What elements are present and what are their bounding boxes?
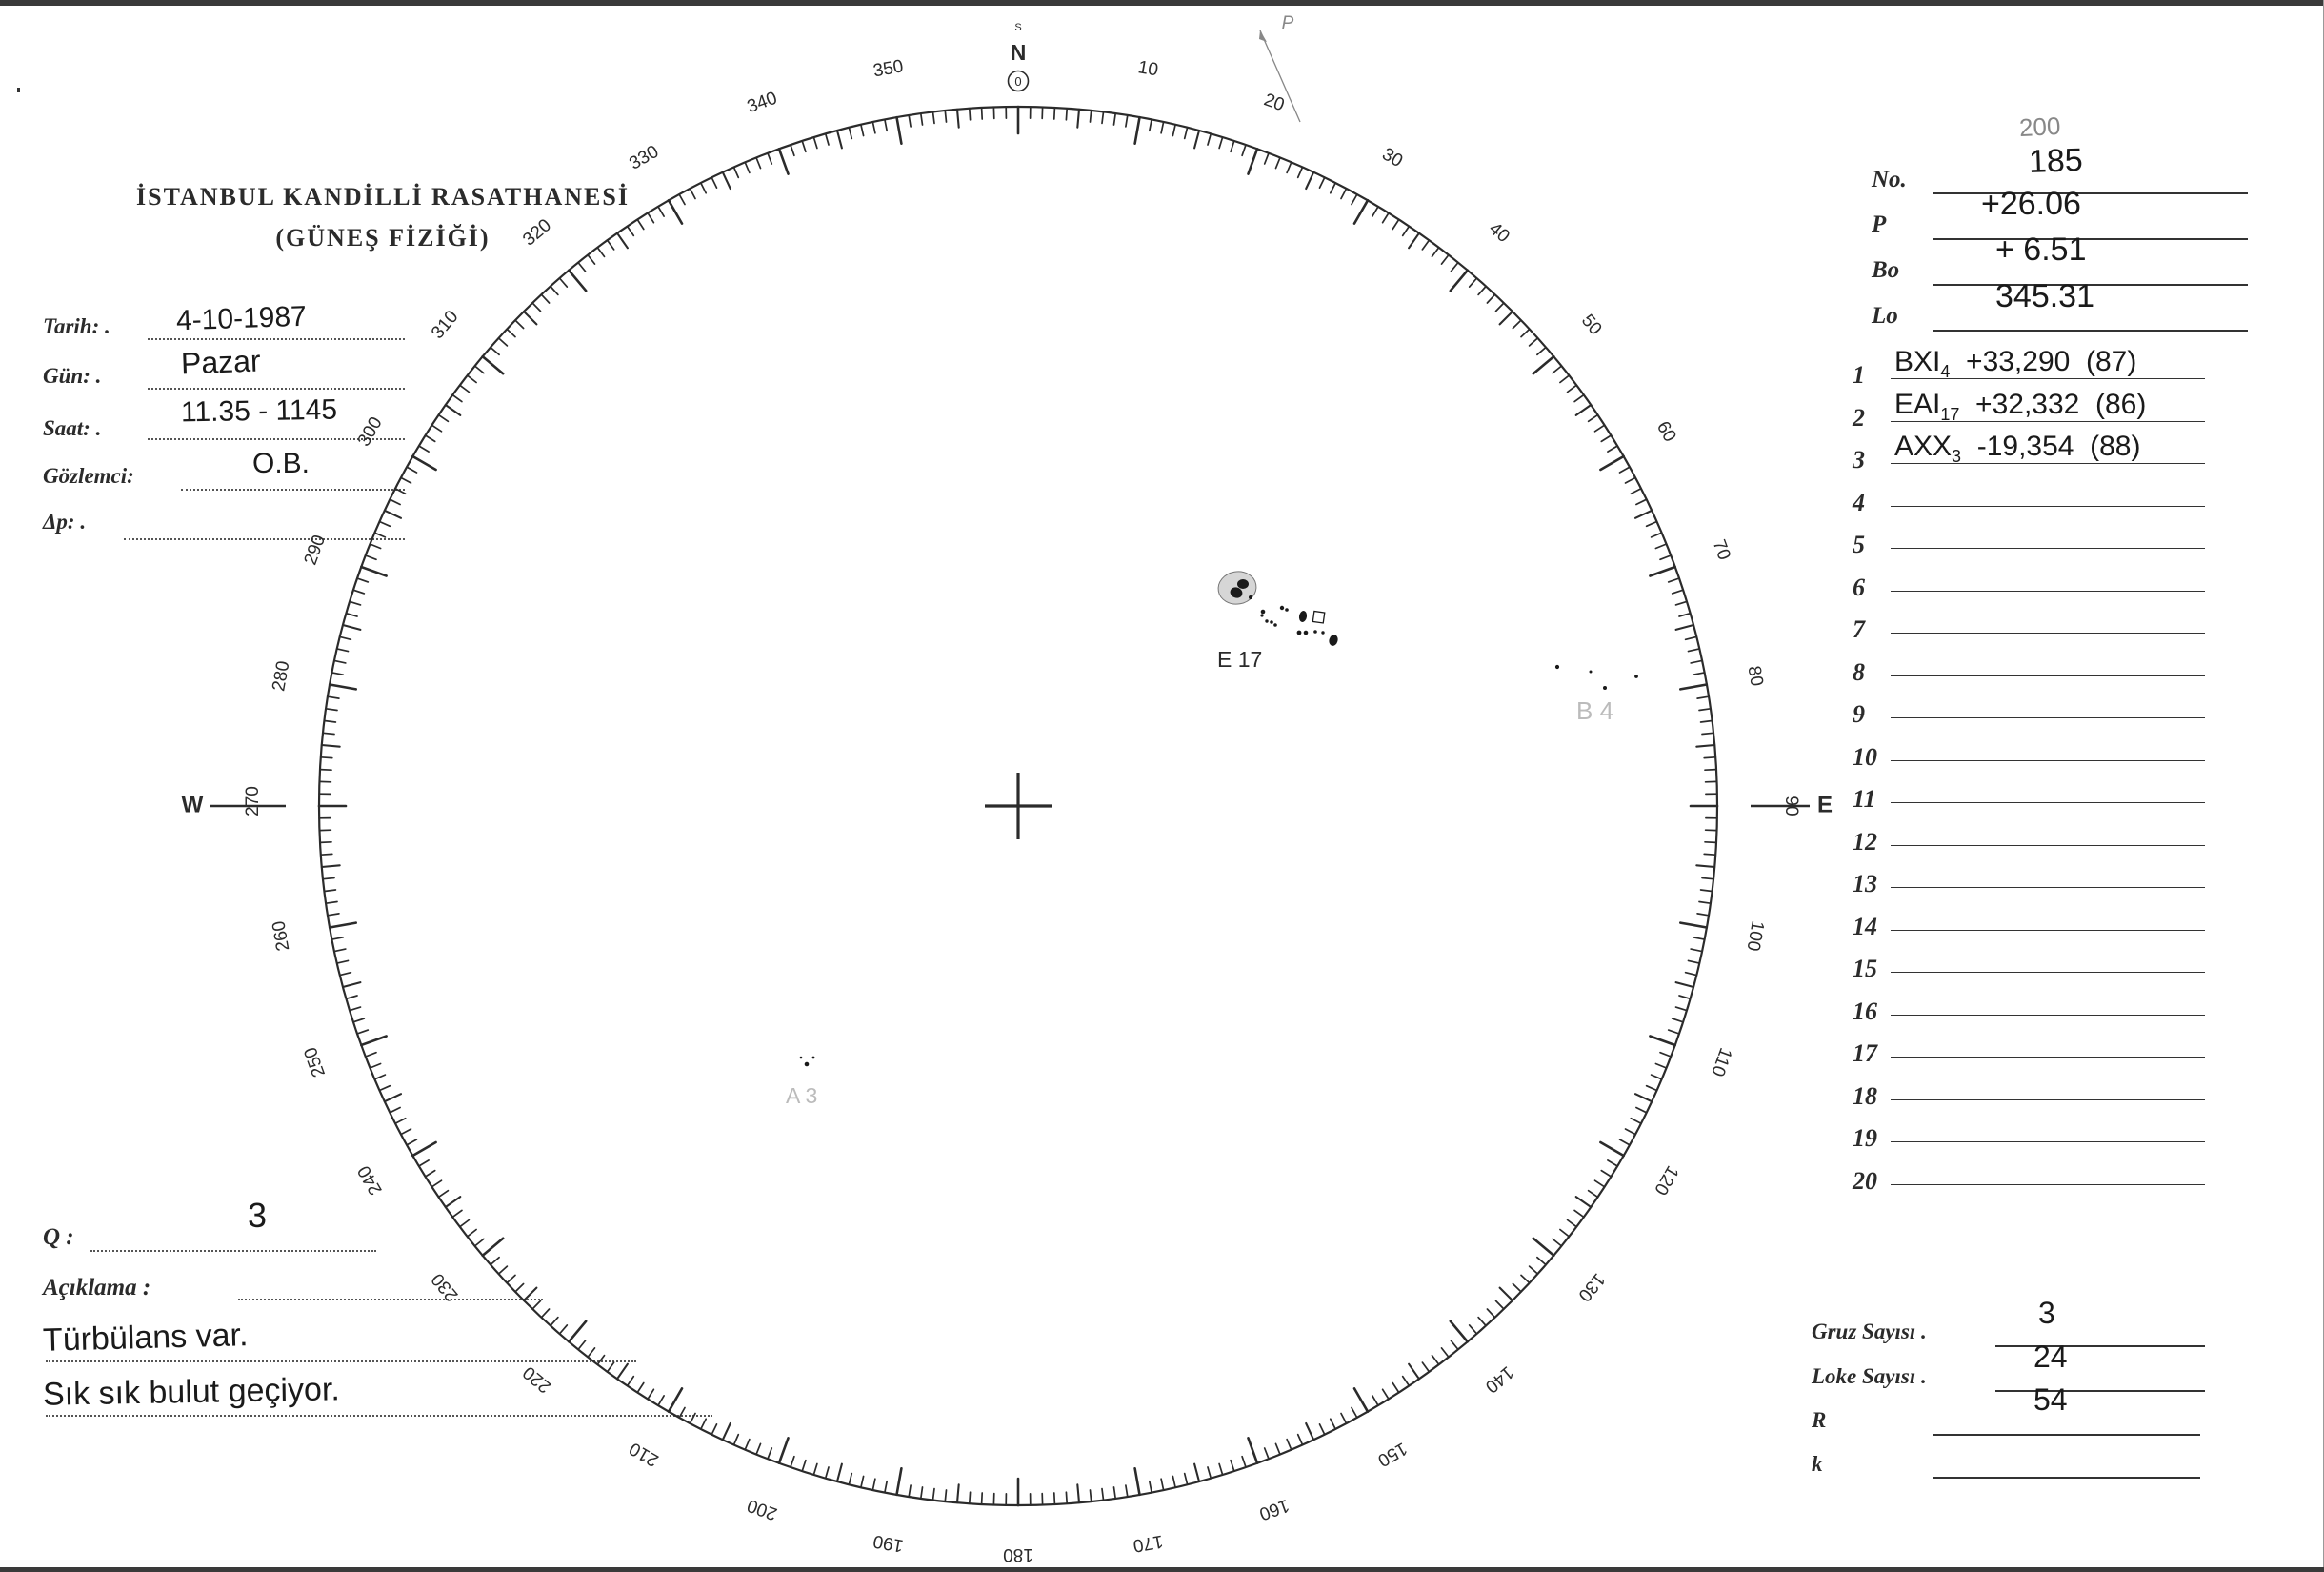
svg-text:P: P	[1282, 13, 1294, 33]
svg-text:E 17: E 17	[1217, 647, 1262, 672]
svg-text:190: 190	[872, 1531, 905, 1556]
svg-text:350: 350	[872, 56, 905, 81]
svg-text:290: 290	[301, 533, 331, 568]
svg-text:300: 300	[354, 413, 387, 450]
svg-text:200: 200	[745, 1495, 780, 1524]
svg-text:180: 180	[1003, 1544, 1033, 1564]
svg-text:160: 160	[1256, 1495, 1292, 1524]
svg-text:330: 330	[626, 142, 662, 174]
svg-text:10: 10	[1136, 57, 1159, 80]
svg-text:130: 130	[1573, 1269, 1608, 1305]
svg-text:250: 250	[301, 1044, 331, 1079]
svg-text:220: 220	[519, 1361, 555, 1396]
svg-text:260: 260	[269, 919, 293, 953]
svg-text:110: 110	[1707, 1045, 1735, 1079]
svg-text:210: 210	[626, 1438, 662, 1470]
svg-text:170: 170	[1132, 1531, 1165, 1556]
svg-text:S: S	[1014, 22, 1021, 33]
svg-text:E: E	[1817, 792, 1833, 817]
svg-text:320: 320	[519, 215, 555, 250]
svg-text:N: N	[1011, 40, 1027, 65]
svg-text:20: 20	[1261, 90, 1287, 115]
svg-text:270: 270	[243, 786, 263, 816]
svg-text:0: 0	[1014, 74, 1021, 89]
svg-text:310: 310	[428, 307, 462, 343]
svg-text:230: 230	[428, 1269, 462, 1305]
svg-text:280: 280	[269, 659, 293, 693]
svg-text:150: 150	[1374, 1438, 1411, 1470]
svg-text:60: 60	[1653, 418, 1680, 446]
svg-text:100: 100	[1743, 919, 1768, 953]
svg-text:340: 340	[745, 89, 780, 118]
svg-text:80: 80	[1743, 664, 1766, 687]
svg-text:30: 30	[1378, 144, 1406, 171]
svg-text:50: 50	[1577, 311, 1606, 339]
svg-text:70: 70	[1709, 537, 1734, 563]
svg-text:B 4: B 4	[1576, 696, 1613, 725]
svg-text:120: 120	[1650, 1162, 1682, 1199]
svg-text:40: 40	[1485, 218, 1513, 247]
svg-text:240: 240	[354, 1162, 387, 1199]
svg-text:140: 140	[1481, 1361, 1517, 1396]
svg-text:A 3: A 3	[786, 1083, 817, 1108]
svg-text:W: W	[182, 792, 204, 817]
